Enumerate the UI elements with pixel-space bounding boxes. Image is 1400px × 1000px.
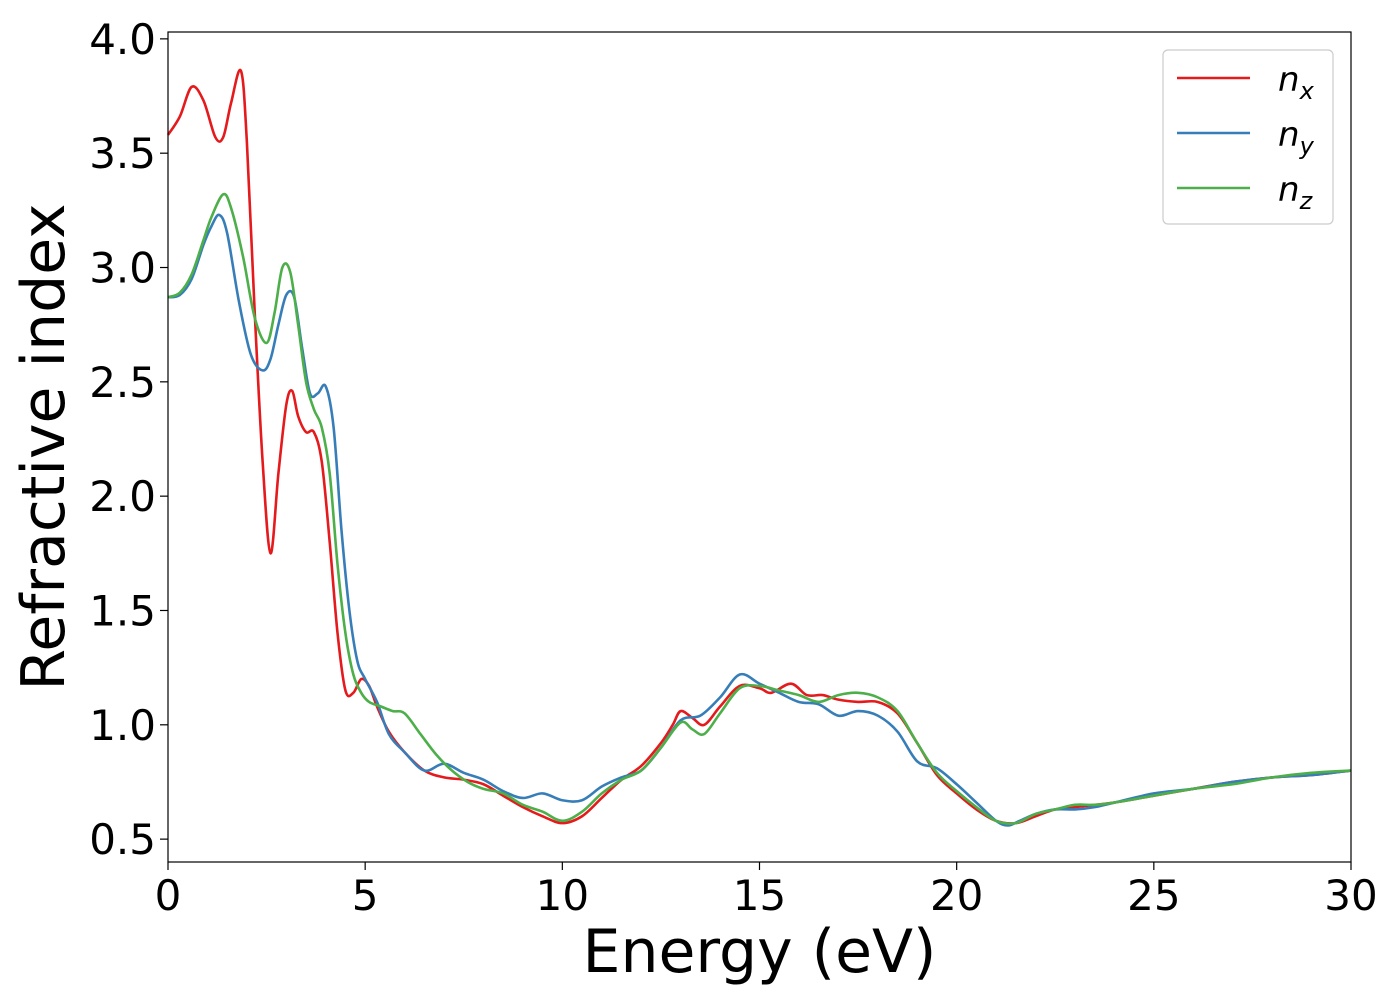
- x-axis-ticks: 0 5 10 15 20 25 30: [155, 862, 1378, 920]
- legend-label-n-y: ny: [1278, 115, 1315, 160]
- x-tick-label: 25: [1127, 871, 1180, 920]
- y-tick-label: 3.5: [89, 129, 156, 178]
- series-lines: [166, 68, 1352, 827]
- series-line-n-y: [167, 213, 1352, 827]
- y-tick-label: 4.0: [89, 15, 156, 64]
- x-tick-label: 20: [930, 871, 983, 920]
- plot-frame: [167, 31, 1352, 863]
- legend: nx ny nz: [1162, 49, 1334, 225]
- x-tick-label: 15: [733, 871, 786, 920]
- y-tick-label: 1.0: [89, 701, 156, 750]
- y-tick-label: 0.5: [89, 815, 156, 864]
- y-tick-label: 1.5: [89, 586, 156, 635]
- y-tick-label: 2.5: [89, 358, 156, 407]
- series-line-n-z: [167, 192, 1352, 825]
- x-axis-title: Energy (eV): [583, 917, 937, 987]
- legend-box: [1162, 49, 1334, 225]
- y-axis-title: Refractive index: [9, 203, 79, 690]
- y-axis-ticks: 0.5 1.0 1.5 2.0 2.5 3.0 3.5 4.0: [89, 15, 168, 864]
- x-tick-label: 10: [536, 871, 589, 920]
- legend-label-n-z: nz: [1278, 170, 1314, 215]
- x-tick-label: 30: [1324, 871, 1377, 920]
- legend-label-n-x: nx: [1278, 60, 1315, 105]
- y-tick-label: 2.0: [89, 472, 156, 521]
- x-tick-label: 5: [352, 871, 379, 920]
- x-tick-label: 0: [155, 871, 182, 920]
- y-tick-label: 3.0: [89, 244, 156, 293]
